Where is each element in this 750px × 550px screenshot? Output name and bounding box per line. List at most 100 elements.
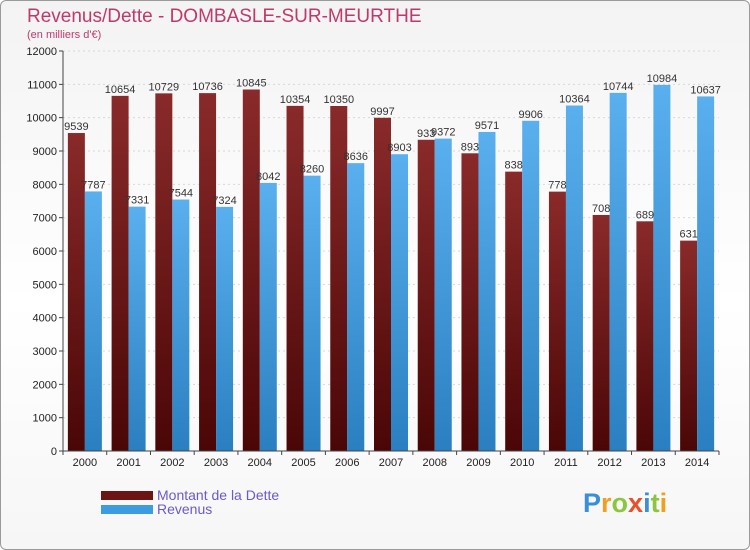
data-label-debt-2012: 708 [592, 203, 610, 215]
logo-letter: t [650, 488, 660, 518]
legend-label-revenus: Revenus [157, 501, 213, 517]
data-label-revenus-2010: 9906 [518, 109, 542, 121]
data-label-debt-2010: 838 [505, 160, 523, 172]
y-tick-label: 11000 [27, 79, 57, 91]
bar-debt-2012 [592, 214, 610, 451]
bar-debt-2007 [374, 117, 391, 452]
logo-letter: o [611, 488, 629, 518]
bar-debt-2005 [286, 105, 304, 451]
data-label-revenus-2004: 8042 [256, 171, 280, 183]
data-label-revenus-2012: 10744 [603, 81, 634, 93]
data-label-revenus-2008: 9372 [431, 127, 455, 139]
bar-revenus-2005 [303, 175, 321, 451]
data-label-revenus-2005: 8260 [300, 164, 324, 176]
y-tick-label: 10000 [26, 113, 57, 125]
data-label-debt-2005: 10354 [280, 94, 311, 106]
x-tick-label: 2014 [685, 457, 709, 469]
data-label-revenus-2014: 10637 [690, 84, 721, 96]
y-tick-label: 5000 [33, 279, 57, 291]
data-label-revenus-2002: 7544 [169, 188, 193, 200]
y-tick-label: 9000 [33, 146, 57, 158]
data-label-debt-2014: 631 [679, 229, 697, 241]
y-tick-label: 4000 [33, 313, 57, 325]
chart-subtitle: (en milliers d'€) [27, 29, 102, 41]
data-label-revenus-2011: 10364 [559, 94, 590, 106]
bar-revenus-2007 [391, 154, 408, 451]
y-tick-label: 6000 [33, 246, 57, 258]
x-tick-label: 2006 [335, 457, 359, 469]
data-label-debt-2004: 10845 [236, 78, 267, 90]
bar-revenus-2001 [128, 206, 146, 451]
bar-debt-2004 [242, 89, 260, 451]
logo-letter: i [643, 488, 651, 518]
data-label-debt-2011: 778 [548, 180, 566, 192]
legend-swatch-debt [101, 491, 153, 500]
bar-revenus-2010 [522, 120, 540, 452]
logo-letter: P [583, 488, 602, 518]
data-label-revenus-2001: 7331 [125, 195, 149, 207]
bar-debt-2009 [461, 153, 479, 452]
data-label-debt-2008: 933 [417, 128, 435, 140]
proxiti-logo: Proxiti [583, 488, 667, 519]
x-tick-label: 2005 [291, 457, 315, 469]
bar-debt-2006 [330, 106, 348, 451]
bar-revenus-2011 [565, 105, 583, 452]
x-tick-label: 2000 [73, 457, 97, 469]
bar-revenus-2012 [609, 92, 627, 451]
legend-label-debt: Montant de la Dette [157, 487, 280, 503]
bar-revenus-2008 [434, 138, 452, 451]
data-label-debt-2002: 10729 [149, 81, 180, 93]
data-label-debt-2003: 10736 [192, 81, 223, 93]
data-label-revenus-2003: 7324 [212, 195, 236, 207]
bar-debt-2003 [199, 93, 217, 451]
data-label-debt-2000: 9539 [64, 121, 88, 133]
data-label-debt-2007: 9997 [370, 106, 394, 118]
y-tick-label: 8000 [33, 179, 57, 191]
data-label-revenus-2009: 9571 [475, 120, 499, 132]
y-tick-label: 1000 [33, 413, 57, 425]
data-label-revenus-2013: 10984 [647, 73, 678, 85]
x-tick-label: 2011 [554, 457, 578, 469]
bar-debt-2011 [548, 191, 566, 451]
bar-debt-2013 [636, 221, 654, 451]
x-tick-label: 2003 [204, 457, 228, 469]
data-label-debt-2001: 10654 [105, 84, 136, 96]
bar-revenus-2000 [84, 191, 102, 451]
legend-swatch-revenus [101, 505, 153, 514]
bar-debt-2010 [505, 171, 523, 451]
x-tick-label: 2001 [116, 457, 140, 469]
data-label-debt-2006: 10350 [323, 94, 354, 106]
bar-revenus-2004 [259, 182, 277, 451]
x-tick-label: 2009 [466, 457, 490, 469]
chart-title: Revenus/Dette - DOMBASLE-SUR-MEURTHE [27, 6, 422, 27]
y-tick-label: 12000 [26, 46, 57, 58]
y-tick-label: 2000 [33, 379, 57, 391]
logo-letter: r [601, 488, 612, 518]
bar-revenus-2006 [347, 163, 365, 451]
bar-debt-2000 [67, 133, 85, 452]
bar-revenus-2002 [172, 199, 190, 451]
logo-letter: i [659, 488, 668, 518]
bar-revenus-2003 [216, 206, 234, 451]
x-tick-label: 2004 [248, 457, 272, 469]
bar-debt-2001 [111, 95, 129, 451]
y-tick-label: 7000 [33, 213, 57, 225]
x-tick-label: 2002 [160, 457, 184, 469]
bar-debt-2002 [155, 93, 173, 451]
data-label-revenus-2000: 7787 [81, 179, 105, 191]
bar-revenus-2009 [478, 131, 496, 451]
x-tick-label: 2012 [597, 457, 621, 469]
bar-revenus-2014 [697, 96, 715, 451]
x-tick-label: 2010 [510, 457, 534, 469]
y-tick-label: 3000 [33, 346, 57, 358]
bar-revenus-2013 [653, 84, 671, 451]
x-tick-label: 2008 [422, 457, 446, 469]
bar-debt-2008 [417, 139, 435, 451]
data-label-revenus-2006: 8636 [344, 151, 368, 163]
x-tick-label: 2007 [379, 457, 403, 469]
data-label-debt-2013: 689 [636, 209, 654, 221]
bar-debt-2014 [680, 240, 698, 451]
x-tick-label: 2013 [641, 457, 665, 469]
